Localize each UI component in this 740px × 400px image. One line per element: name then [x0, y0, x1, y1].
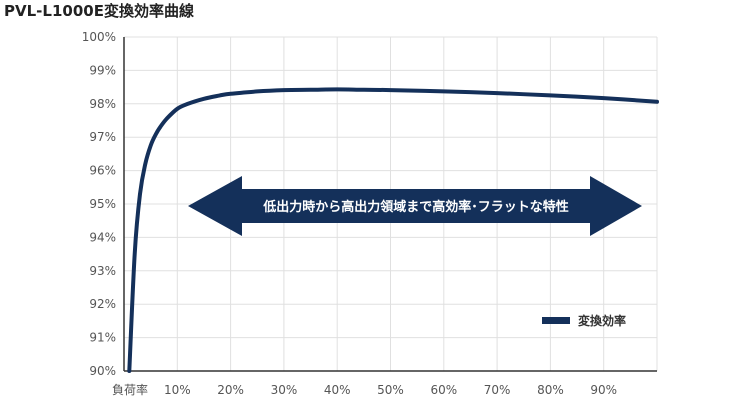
annotation-text: 低出力時から高出力領域まで高効率･フラットな特性: [262, 199, 569, 215]
y-tick-label: 97%: [89, 130, 116, 144]
y-tick-label: 90%: [89, 364, 116, 378]
x-tick-label: 10%: [164, 383, 191, 397]
x-tick-label: 70%: [484, 383, 511, 397]
chart-title: PVL-L1000E変換効率曲線: [4, 2, 194, 20]
series-layer: [127, 87, 659, 373]
y-tick-label: 99%: [89, 63, 116, 77]
axes: [123, 37, 657, 372]
y-tick-label: 92%: [89, 297, 116, 311]
x-tick-label: 90%: [590, 383, 617, 397]
x-tick-label: 50%: [377, 383, 404, 397]
x-tick-label: 60%: [430, 383, 457, 397]
double-arrow-shape: [188, 176, 642, 236]
x-axis-ticks: 10% 20% 30% 40% 50% 60% 70% 80% 90%: [164, 383, 617, 397]
y-tick-label: 95%: [89, 197, 116, 211]
y-tick-label: 100%: [82, 30, 116, 44]
x-tick-label: 40%: [324, 383, 351, 397]
x-tick-label: 20%: [217, 383, 244, 397]
y-tick-label: 94%: [89, 230, 116, 244]
x-tick-label: 30%: [271, 383, 298, 397]
y-tick-label: 91%: [89, 331, 116, 345]
y-axis-ticks: 90% 91% 92% 93% 94% 95% 96% 97% 98% 99% 100%: [82, 30, 116, 378]
y-tick-label: 98%: [89, 97, 116, 111]
annotation-banner: 低出力時から高出力領域まで高効率･フラットな特性: [188, 176, 642, 236]
legend-label: 変換効率: [578, 313, 626, 328]
y-tick-label: 96%: [89, 164, 116, 178]
efficiency-curve: [127, 87, 659, 373]
x-axis-label: 負荷率: [112, 382, 148, 397]
legend-swatch: [542, 317, 570, 324]
y-tick-label: 93%: [89, 264, 116, 278]
x-tick-label: 80%: [537, 383, 564, 397]
legend: 変換効率: [542, 313, 626, 328]
